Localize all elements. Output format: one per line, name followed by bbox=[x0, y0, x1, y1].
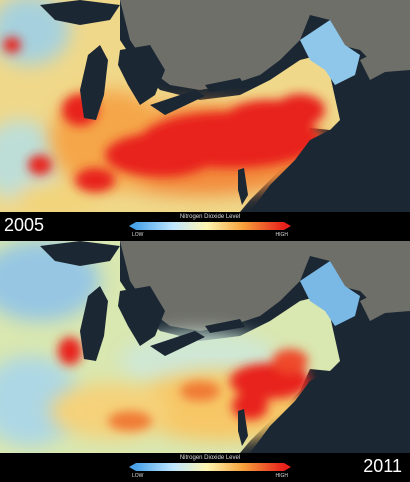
caption-bar-2005: 2005 Nitrogen Dioxide Level LOW HIGH bbox=[0, 212, 410, 241]
no2-map-2011 bbox=[0, 241, 410, 453]
legend-high-label: HIGH bbox=[275, 473, 289, 479]
legend-low-label: LOW bbox=[132, 473, 144, 479]
year-label: 2011 bbox=[363, 456, 402, 476]
map-panel-2005: 2005 Nitrogen Dioxide Level LOW HIGH bbox=[0, 0, 410, 241]
caption-bar-2011: Nitrogen Dioxide Level LOW HIGH 2011 bbox=[0, 453, 410, 482]
color-legend: Nitrogen Dioxide Level LOW HIGH bbox=[128, 455, 292, 480]
color-legend: Nitrogen Dioxide Level LOW HIGH bbox=[128, 214, 292, 239]
legend-title: Nitrogen Dioxide Level bbox=[179, 214, 241, 220]
legend-high-label: HIGH bbox=[275, 232, 289, 238]
legend-title: Nitrogen Dioxide Level bbox=[179, 455, 241, 461]
no2-map-2005 bbox=[0, 0, 410, 212]
year-label: 2005 bbox=[4, 215, 45, 235]
map-panel-2011: Nitrogen Dioxide Level LOW HIGH 2011 bbox=[0, 241, 410, 482]
legend-gradient-bar bbox=[129, 222, 291, 230]
legend-gradient-bar bbox=[129, 463, 291, 471]
legend-low-label: LOW bbox=[132, 232, 144, 238]
